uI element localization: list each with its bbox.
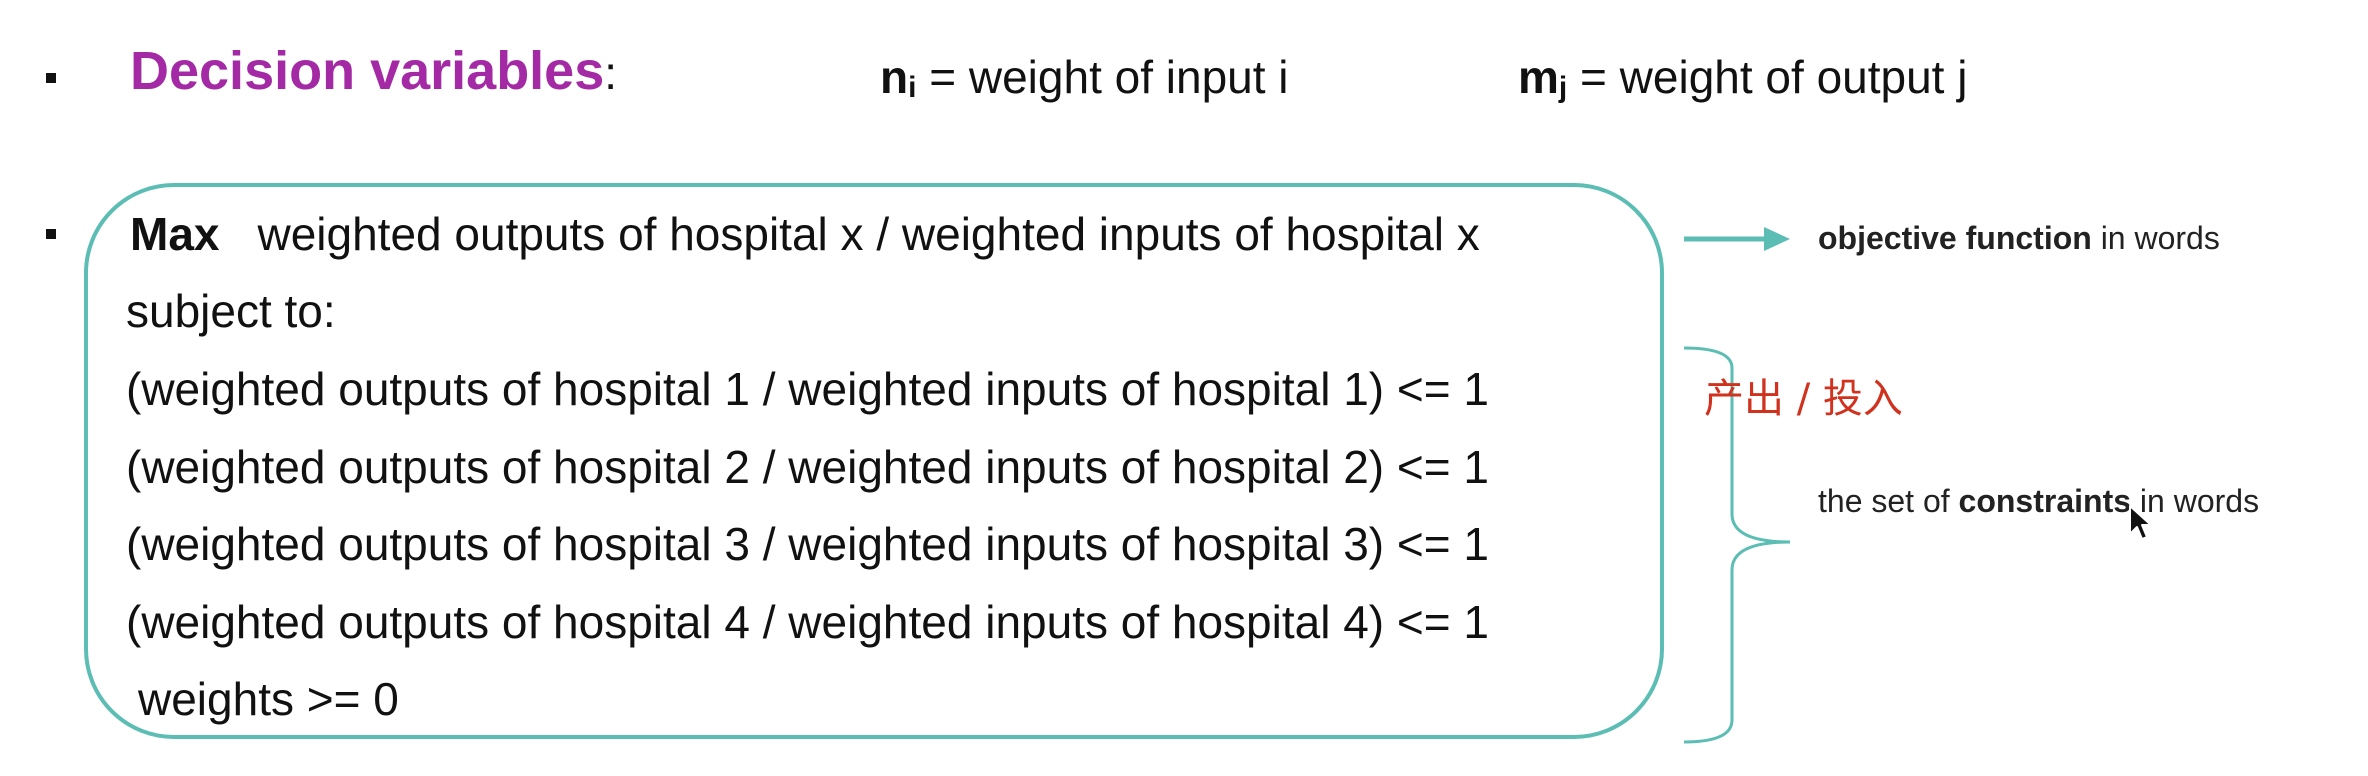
objective-annotation: objective function in words bbox=[1818, 220, 2220, 257]
constraints-annotation: the set of constraints in words bbox=[1818, 483, 2259, 520]
constraint-row-1: (weighted outputs of hospital 1 / weight… bbox=[126, 363, 1489, 415]
bullet-1 bbox=[46, 73, 56, 83]
nonnegativity-constraint: weights >= 0 bbox=[138, 673, 399, 725]
mouse-cursor-icon bbox=[2129, 505, 2152, 540]
constraints-annotation-prefix: the set of bbox=[1818, 483, 1959, 519]
objective-annotation-bold: objective function bbox=[1818, 220, 2092, 256]
variable-m-definition: mj = weight of output j bbox=[1518, 50, 1967, 104]
decision-variables-colon: : bbox=[604, 47, 618, 99]
arrow-right-icon bbox=[1684, 227, 1790, 251]
objective-annotation-rest: in words bbox=[2091, 220, 2220, 256]
constraint-row-2: (weighted outputs of hospital 2 / weight… bbox=[126, 441, 1489, 493]
constraint-row-3: (weighted outputs of hospital 3 / weight… bbox=[126, 518, 1489, 570]
variable-n-subscript: i bbox=[908, 71, 917, 104]
constraints-annotation-bold: constraints bbox=[1958, 483, 2132, 519]
variable-n-definition: ni = weight of input i bbox=[880, 50, 1289, 104]
objective-line: Max weighted outputs of hospital x / weig… bbox=[130, 207, 1480, 261]
output-input-chinese-note: 产出 / 投入 bbox=[1704, 376, 1903, 422]
variable-m-subscript: j bbox=[1558, 71, 1568, 104]
variable-n-text: = weight of input i bbox=[916, 51, 1289, 103]
model-box bbox=[84, 183, 1664, 739]
constraint-row-4: (weighted outputs of hospital 4 / weight… bbox=[126, 596, 1489, 648]
variable-n-symbol: n bbox=[880, 51, 909, 103]
subject-to-label: subject to: bbox=[126, 285, 336, 337]
objective-max-keyword: Max bbox=[130, 208, 220, 260]
constraints-annotation-rest: in words bbox=[2131, 483, 2260, 519]
variable-m-symbol: m bbox=[1518, 51, 1559, 103]
decision-variables-title: Decision variables bbox=[130, 41, 605, 101]
decision-variables-heading: Decision variables: bbox=[130, 40, 617, 102]
right-brace-icon bbox=[1683, 346, 1790, 744]
bullet-2 bbox=[46, 229, 56, 239]
variable-m-text: = weight of output j bbox=[1567, 51, 1968, 103]
objective-text: weighted outputs of hospital x / weighte… bbox=[257, 208, 1480, 260]
